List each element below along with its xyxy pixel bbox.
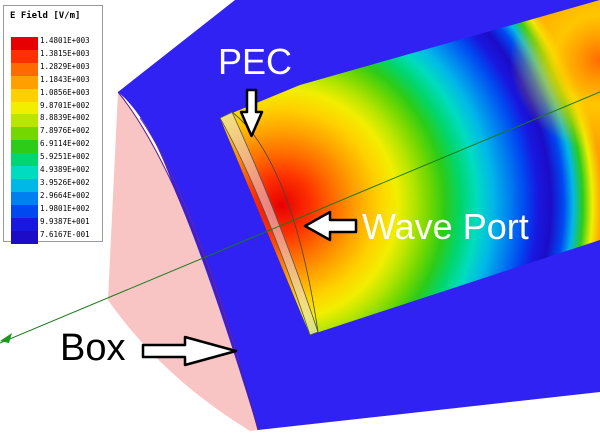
legend-value: 8.8839E+002 bbox=[40, 113, 90, 123]
legend-title: E Field [V/m] bbox=[10, 11, 81, 21]
pec-arrow-icon bbox=[239, 88, 264, 138]
legend-value: 2.9664E+002 bbox=[40, 190, 90, 200]
legend-value: 4.9389E+002 bbox=[40, 165, 90, 174]
legend-value: 1.9801E+002 bbox=[40, 203, 90, 213]
legend-swatch bbox=[11, 153, 38, 167]
box-label: Box bbox=[60, 327, 126, 369]
legend-swatch bbox=[11, 140, 38, 154]
wave-port-arrow-icon bbox=[303, 210, 358, 242]
legend-swatch bbox=[11, 191, 38, 205]
pec-label: PEC bbox=[218, 41, 293, 82]
legend-swatch bbox=[11, 217, 38, 231]
box-end-cap-inner-edge bbox=[139, 117, 241, 366]
axis-line bbox=[0, 91, 600, 344]
legend-swatch bbox=[11, 37, 38, 50]
legend-swatch bbox=[11, 62, 38, 76]
legend-swatch bbox=[11, 114, 38, 128]
legend-value: 9.8701E+002 bbox=[40, 100, 90, 110]
legend-swatch bbox=[11, 230, 38, 244]
legend-value: 9.9387E+001 bbox=[40, 216, 90, 226]
legend-value: 5.9251E+002 bbox=[40, 152, 90, 162]
box-arrow-icon bbox=[141, 335, 238, 367]
legend-value: 1.3815E+003 bbox=[40, 48, 90, 58]
legend-swatch bbox=[11, 178, 38, 192]
wave-port-label: Wave Port bbox=[362, 206, 529, 247]
box-end-cap-edge bbox=[117, 91, 259, 431]
legend-value: 3.9526E+002 bbox=[40, 177, 90, 187]
legend-swatch bbox=[11, 49, 38, 63]
legend-swatch bbox=[11, 127, 38, 141]
legend-value: 1.2829E+003 bbox=[40, 61, 90, 71]
legend-value: 1.4801E+003 bbox=[40, 36, 90, 45]
legend-swatch bbox=[11, 101, 38, 115]
field-legend: E Field [V/m] 1.4801E+003 1.3815E+003 1.28… bbox=[3, 5, 103, 244]
legend-swatch bbox=[11, 88, 38, 102]
legend-value: 1.1843E+003 bbox=[40, 74, 90, 84]
legend-swatch bbox=[11, 204, 38, 218]
legend-value: 7.6167E-001 bbox=[40, 229, 90, 239]
legend-value: 7.8976E+002 bbox=[40, 126, 90, 136]
legend-value: 1.0856E+003 bbox=[40, 87, 90, 97]
legend-value: 6.9114E+002 bbox=[40, 139, 90, 149]
axis-arrow-icon bbox=[0, 333, 12, 343]
legend-swatch bbox=[11, 75, 38, 89]
legend-swatch bbox=[11, 166, 38, 179]
